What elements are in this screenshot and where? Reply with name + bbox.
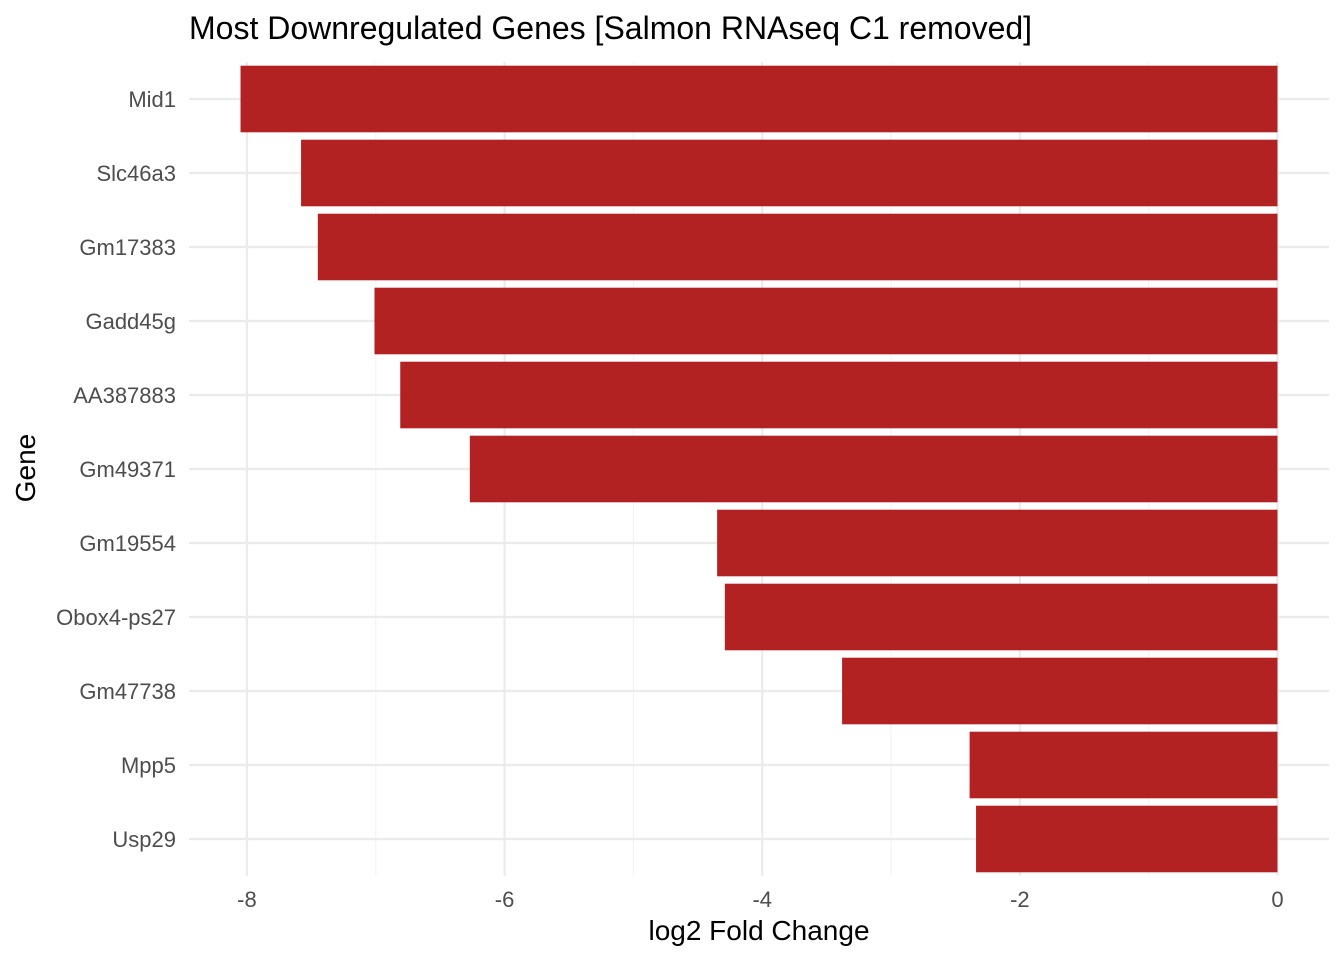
y-tick-label: Mpp5: [121, 753, 176, 778]
x-tick-label: 0: [1271, 887, 1283, 912]
chart-title: Most Downregulated Genes [Salmon RNAseq …: [189, 10, 1032, 46]
y-tick-label: Usp29: [112, 827, 176, 852]
bar-layer: [240, 65, 1278, 873]
y-tick-label: Obox4-ps27: [56, 605, 176, 630]
bar-gm17383: [317, 213, 1278, 281]
bar-usp29: [976, 805, 1278, 873]
x-tick-label: -4: [752, 887, 772, 912]
bar-gm47738: [842, 657, 1278, 725]
bar-mid1: [240, 65, 1278, 133]
bar-gm49371: [469, 435, 1278, 503]
y-axis-title: Gene: [10, 434, 41, 503]
x-tick-label: -6: [495, 887, 515, 912]
y-tick-labels: Mid1 Slc46a3 Gm17383 Gadd45g AA387883 Gm49371…: [56, 87, 176, 852]
x-axis-title: log2 Fold Change: [648, 915, 869, 946]
x-tick-labels: -8 -6 -4 -2 0: [237, 887, 1283, 912]
x-tick-label: -2: [1010, 887, 1030, 912]
y-tick-label: Gadd45g: [85, 309, 176, 334]
y-tick-label: AA387883: [73, 383, 176, 408]
y-tick-label: Mid1: [128, 87, 176, 112]
bar-obox4-ps27: [724, 583, 1278, 651]
x-tick-label: -8: [237, 887, 257, 912]
y-tick-label: Gm19554: [79, 531, 176, 556]
y-tick-label: Gm17383: [79, 235, 176, 260]
bar-mpp5: [969, 731, 1278, 799]
bar-gm19554: [717, 509, 1278, 577]
bar-gadd45g: [374, 287, 1278, 355]
bar-aa387883: [400, 361, 1278, 429]
y-tick-label: Slc46a3: [96, 161, 176, 186]
bar-slc46a3: [301, 139, 1278, 207]
y-tick-label: Gm47738: [79, 679, 176, 704]
y-tick-label: Gm49371: [79, 457, 176, 482]
